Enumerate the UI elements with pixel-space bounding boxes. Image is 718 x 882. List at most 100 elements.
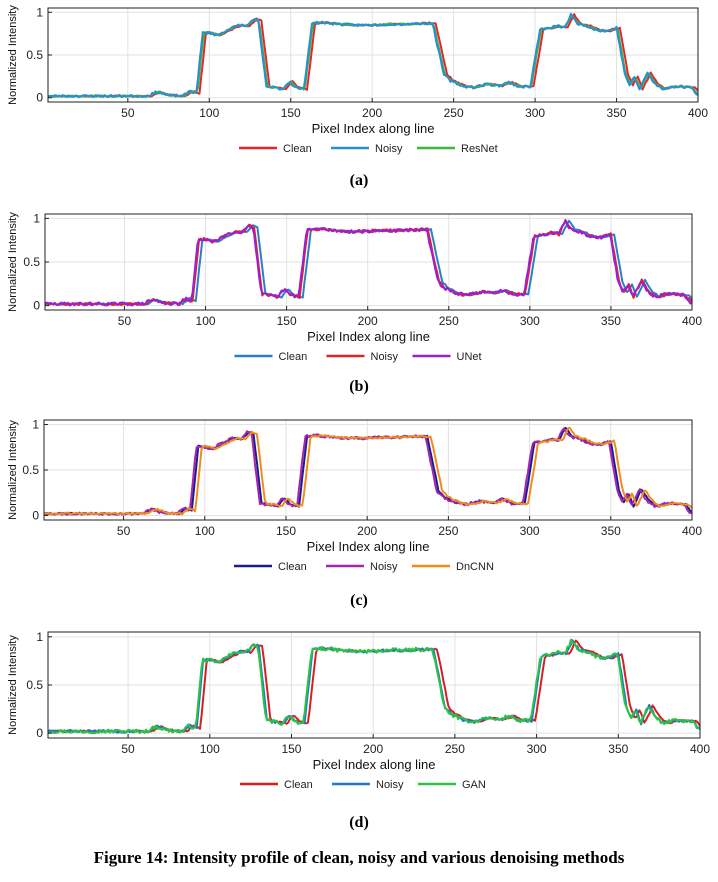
x-tick-label: 400: [690, 742, 710, 756]
legend-label: Noisy: [375, 143, 403, 155]
x-tick-label: 350: [601, 524, 621, 538]
legend-label: DnCNN: [456, 561, 494, 573]
chart-c: 50 100 150 200 250 300 350 400 0 0.5 1 Pixel Index …: [7, 418, 702, 573]
series-lines: [43, 426, 693, 516]
panel-d: 50 100 150 200 250 300 350 400 0 0.5 1 Pixel Index …: [0, 624, 718, 834]
legend-label: Clean: [283, 143, 312, 155]
ticks: 50 100 150 200 250 300 350 400 0 0.5 1: [26, 630, 710, 756]
x-tick-label: 200: [363, 742, 383, 756]
panel-b: 50 100 150 200 250 300 350 400 0 0.5 1 Pixel Index …: [0, 208, 718, 403]
y-tick-label: 0.5: [23, 255, 40, 269]
series-lines: [47, 638, 701, 735]
chart-b: 50 100 150 200 250 300 350 400 0 0.5 1 Pixel Index …: [7, 211, 702, 363]
x-axis-label: Pixel Index along line: [312, 121, 435, 136]
x-tick-label: 250: [445, 742, 465, 756]
y-axis-label: Normalized Intensity: [7, 420, 19, 520]
y-axis-label: Normalized Intensity: [7, 635, 19, 735]
chart-a: 50 100 150 200 250 300 350 400 0 0.5 1 Pixel Index …: [7, 5, 708, 155]
legend-label: Noisy: [371, 351, 399, 363]
panel-a: 50 100 150 200 250 300 350 400 0 0.5 1 Pixel Index …: [0, 0, 718, 195]
y-tick-label: 1: [32, 418, 39, 432]
grid: [44, 420, 693, 520]
x-tick-label: 250: [444, 106, 464, 120]
y-tick-label: 0.5: [22, 463, 39, 477]
legend-item-resnet: ResNet: [417, 143, 498, 155]
legend-label: UNet: [457, 351, 482, 363]
legend-item-noisy: Noisy: [331, 143, 403, 155]
series-line-clean: [47, 639, 701, 733]
legend: Clean Noisy UNet: [234, 351, 482, 363]
y-tick-label: 1: [33, 211, 40, 225]
x-tick-label: 150: [276, 524, 296, 538]
x-tick-label: 150: [281, 106, 301, 120]
x-tick-label: 150: [277, 314, 297, 328]
series-line-resnet: [47, 14, 699, 98]
x-tick-label: 100: [196, 314, 216, 328]
legend-label: GAN: [462, 779, 486, 791]
x-tick-label: 350: [607, 106, 627, 120]
legend-item-gan: GAN: [418, 779, 486, 791]
x-tick-label: 100: [195, 524, 215, 538]
panel-label-a: (a): [349, 172, 369, 189]
legend-item-clean: Clean: [239, 143, 312, 155]
ticks: 50 100 150 200 250 300 350 400 0 0.5 1: [26, 5, 708, 120]
legend-item-noisy: Noisy: [326, 561, 398, 573]
legend-item-noisy: Noisy: [332, 779, 404, 791]
x-axis-label: Pixel Index along line: [313, 757, 436, 772]
ticks: 50 100 150 200 250 300 350 400 0 0.5 1: [23, 211, 702, 328]
x-tick-label: 350: [601, 314, 621, 328]
y-tick-label: 0: [32, 508, 39, 522]
y-tick-label: 0.5: [26, 48, 43, 62]
grid: [45, 214, 693, 310]
x-tick-label: 200: [358, 314, 378, 328]
x-tick-label: 200: [357, 524, 377, 538]
grid: [48, 8, 699, 102]
legend-label: Clean: [278, 561, 307, 573]
x-tick-label: 50: [121, 106, 135, 120]
series-line-unet: [44, 219, 693, 307]
legend-item-noisy: Noisy: [326, 351, 399, 363]
legend: Clean Noisy DnCNN: [234, 561, 494, 573]
legend: Clean Noisy GAN: [240, 779, 486, 791]
legend-item-clean: Clean: [240, 779, 313, 791]
x-tick-label: 400: [682, 314, 702, 328]
y-tick-label: 0.5: [26, 678, 43, 692]
legend-item-unet: UNet: [412, 351, 482, 363]
x-axis-label: Pixel Index along line: [307, 539, 430, 554]
x-tick-label: 350: [608, 742, 628, 756]
series-lines: [47, 12, 699, 99]
legend-label: Clean: [284, 779, 313, 791]
series-line-dncnn: [43, 426, 693, 516]
y-tick-label: 1: [36, 5, 43, 19]
legend: Clean Noisy ResNet: [239, 143, 498, 155]
panel-label-b: (b): [349, 378, 369, 395]
chart-d: 50 100 150 200 250 300 350 400 0 0.5 1 Pixel Index …: [7, 630, 710, 791]
panel-label-d: (d): [349, 814, 369, 831]
y-axis-label: Normalized Intensity: [7, 5, 19, 105]
series-line-clean: [44, 219, 693, 306]
legend-label: Noisy: [376, 779, 404, 791]
x-tick-label: 300: [520, 314, 540, 328]
x-tick-label: 250: [439, 314, 459, 328]
ticks: 50 100 150 200 250 300 350 400 0 0.5 1: [22, 418, 702, 538]
x-tick-label: 50: [121, 742, 135, 756]
x-tick-label: 300: [520, 524, 540, 538]
x-tick-label: 300: [527, 742, 547, 756]
figure-caption: Figure 14: Intensity profile of clean, n…: [93, 848, 625, 867]
panel-c: 50 100 150 200 250 300 350 400 0 0.5 1 Pixel Index …: [0, 414, 718, 614]
x-tick-label: 100: [200, 742, 220, 756]
y-tick-label: 1: [36, 630, 43, 644]
y-tick-label: 0: [36, 91, 43, 105]
legend-label: Clean: [279, 351, 308, 363]
x-tick-label: 400: [682, 524, 702, 538]
panel-label-c: (c): [350, 592, 368, 609]
series-line-gan: [47, 638, 701, 735]
legend-label: Noisy: [370, 561, 398, 573]
y-tick-label: 0: [33, 299, 40, 313]
series-line-clean: [43, 426, 693, 516]
x-tick-label: 400: [688, 106, 708, 120]
x-axis-label: Pixel Index along line: [307, 329, 430, 344]
x-tick-label: 200: [362, 106, 382, 120]
x-tick-label: 50: [117, 524, 131, 538]
legend-item-dncnn: DnCNN: [412, 561, 494, 573]
